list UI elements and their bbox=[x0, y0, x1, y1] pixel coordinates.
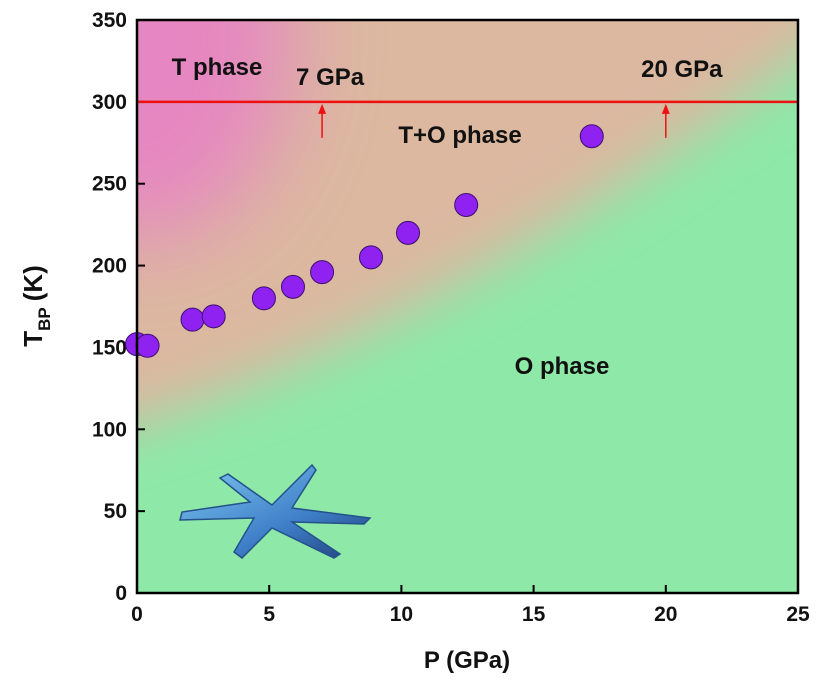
marker-label: 7 GPa bbox=[296, 64, 365, 91]
data-point bbox=[310, 260, 335, 285]
data-point bbox=[280, 274, 305, 299]
crystal-icon bbox=[179, 463, 372, 559]
region-label: O phase bbox=[515, 353, 610, 380]
data-point bbox=[201, 304, 226, 329]
marker-label: 20 GPa bbox=[641, 56, 723, 83]
x-tick-label: 10 bbox=[390, 603, 413, 626]
y-tick-label: 100 bbox=[92, 418, 127, 441]
x-tick-label: 15 bbox=[522, 603, 546, 626]
y-label-sub: BP bbox=[35, 307, 54, 331]
y-tick-label: 350 bbox=[92, 9, 127, 32]
x-axis-label: P (GPa) bbox=[424, 647, 510, 674]
x-tick-label: 25 bbox=[786, 603, 810, 626]
x-tick-label: 20 bbox=[654, 603, 677, 626]
arrow-head bbox=[661, 103, 670, 114]
data-point bbox=[358, 245, 383, 270]
data-point bbox=[396, 220, 421, 245]
data-point bbox=[135, 333, 160, 358]
x-tick-label: 0 bbox=[131, 603, 143, 626]
y-tick-label: 250 bbox=[92, 173, 127, 196]
data-point bbox=[579, 124, 604, 149]
axes-frame bbox=[135, 18, 800, 595]
y-tick-label: 300 bbox=[92, 91, 127, 114]
region-label: T phase bbox=[172, 54, 263, 81]
y-label-unit: (K) bbox=[18, 265, 48, 301]
data-point bbox=[454, 192, 479, 217]
region-label: T+O phase bbox=[398, 122, 521, 149]
y-tick-label: 200 bbox=[92, 255, 127, 278]
data-point bbox=[251, 286, 276, 311]
y-axis-label: TBP (K) bbox=[18, 265, 54, 347]
arrow-head bbox=[318, 103, 327, 114]
x-tick-label: 5 bbox=[263, 603, 275, 626]
y-tick-label: 150 bbox=[92, 336, 127, 359]
data-point bbox=[180, 307, 205, 332]
y-label-main: T bbox=[18, 331, 48, 347]
y-tick-label: 0 bbox=[115, 582, 127, 605]
y-tick-label: 50 bbox=[104, 500, 127, 523]
